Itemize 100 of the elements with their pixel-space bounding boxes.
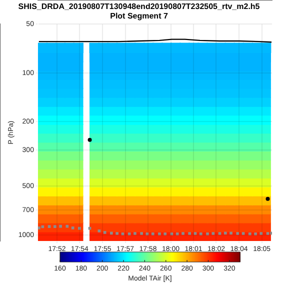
point [74,196,84,206]
point [212,232,215,235]
point [74,178,84,188]
point [261,88,271,98]
point [194,232,197,235]
point [170,115,181,125]
point [144,115,154,125]
point [234,115,244,125]
point [74,61,84,72]
point [261,79,271,89]
point [98,115,108,125]
point [266,232,270,235]
point [134,132,144,143]
point [90,115,100,125]
point [206,42,217,53]
point [74,115,84,125]
point [88,138,92,142]
point [144,79,154,89]
point [188,232,192,235]
point [176,232,179,236]
point [48,225,51,228]
point [152,115,163,125]
point [134,115,144,125]
point [108,115,118,125]
point [236,232,240,235]
point [261,150,271,161]
point [116,115,126,125]
point [144,168,154,178]
point [128,232,131,236]
point [242,232,245,235]
point [261,115,271,125]
point [260,232,263,235]
point [216,115,226,125]
point [151,232,154,236]
point [73,168,84,178]
point [73,160,84,170]
point [134,97,144,107]
point [134,160,144,170]
point [74,142,84,152]
point [206,115,217,125]
point [261,168,271,178]
point [73,150,84,161]
point [98,230,101,232]
point [74,186,84,196]
point [260,42,272,53]
point [74,88,84,98]
point [73,42,84,53]
point [121,232,124,236]
point [134,196,144,206]
point [103,231,106,234]
point [64,115,74,125]
point [74,231,84,241]
point [218,232,222,235]
point [261,178,271,188]
point [224,232,227,235]
point [54,225,56,228]
point [38,226,40,230]
point [73,52,84,62]
point [74,97,84,107]
point [164,232,167,236]
point [182,232,184,235]
point [74,70,84,80]
point [261,132,271,143]
point [126,115,136,125]
point [230,232,232,235]
point [162,115,172,125]
point [261,222,271,232]
point [158,232,161,236]
point [46,115,56,125]
point [56,115,66,125]
point [134,178,144,188]
point [74,204,84,214]
point [134,222,144,232]
point [261,52,271,62]
point [180,115,190,125]
point [261,160,271,170]
point [248,232,252,236]
chart-title: SHIS_DRDA_20190807T130948end20190807T232505_rtv_m2.h5 [18,2,260,12]
point [134,204,144,214]
point [134,142,144,152]
point [198,115,208,125]
point [243,115,253,125]
point [134,232,136,235]
chart-subtitle: Plot Segment 7 [110,12,168,21]
point [170,232,174,236]
point [252,115,262,125]
point [261,186,271,196]
point [66,224,69,228]
point [74,132,84,143]
point [134,150,144,161]
point [261,61,271,72]
point [225,115,235,125]
point [73,79,84,89]
point [199,232,202,236]
point [71,226,74,230]
point [254,232,257,236]
point [134,186,144,196]
point [188,115,199,125]
point [140,232,143,235]
point [116,232,118,235]
